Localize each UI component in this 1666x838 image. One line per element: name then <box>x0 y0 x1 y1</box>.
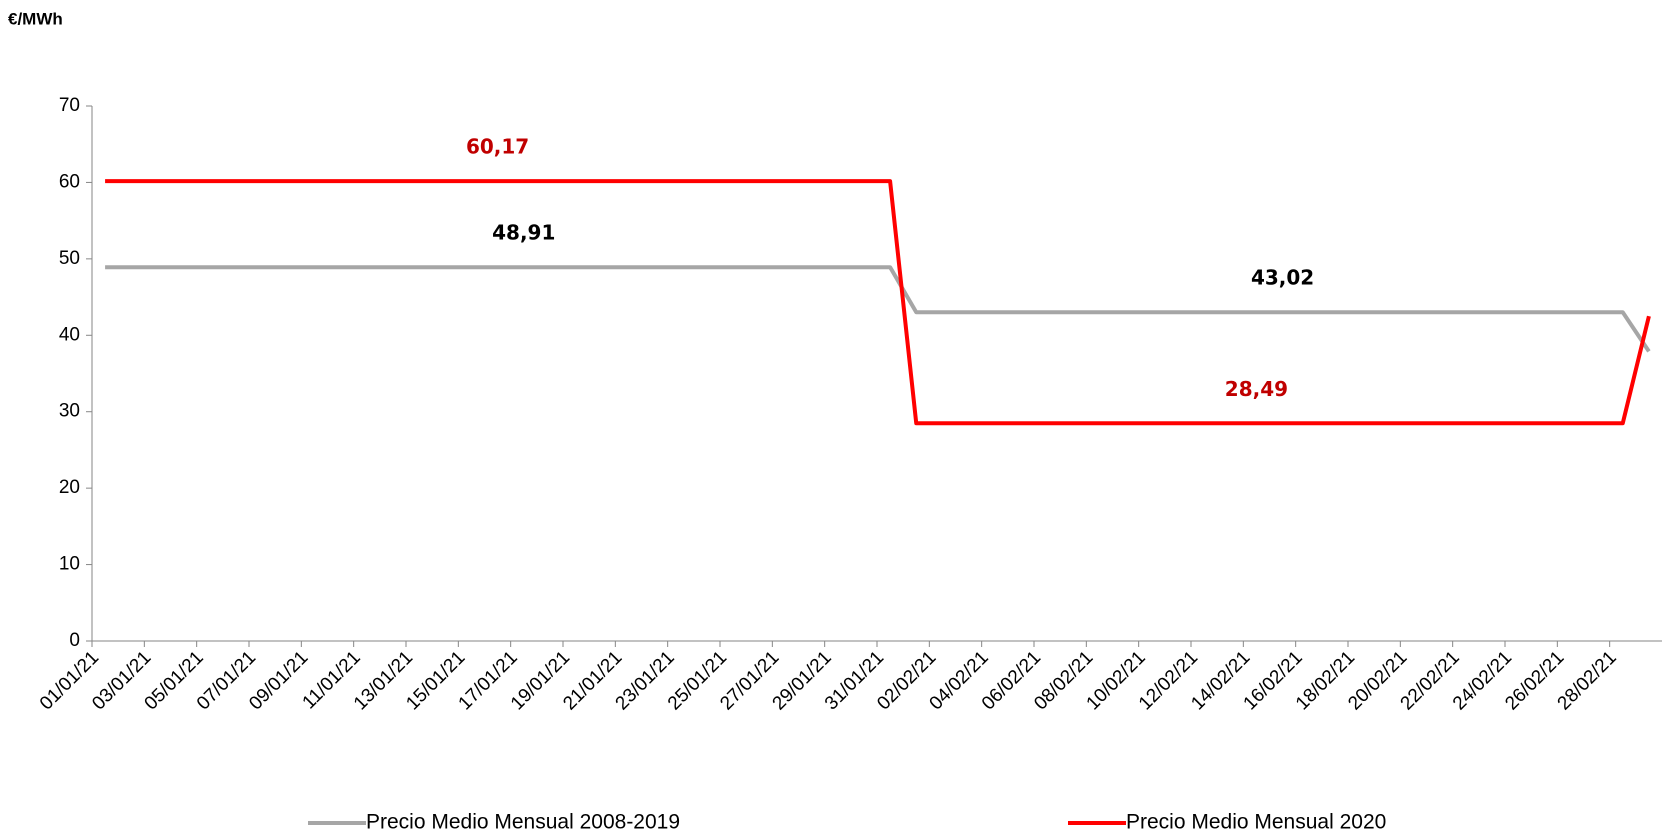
data-label: 28,49 <box>1225 377 1288 401</box>
y-tick-label: 60 <box>59 171 80 192</box>
chart-title: €/MWh <box>8 9 63 28</box>
y-tick-label: 0 <box>69 630 80 651</box>
y-tick-label: 30 <box>59 401 80 422</box>
y-tick-label: 50 <box>59 248 80 269</box>
legend-label: Precio Medio Mensual 2008-2019 <box>366 811 680 834</box>
data-label: 48,91 <box>492 221 555 245</box>
legend-label: Precio Medio Mensual 2020 <box>1126 811 1386 834</box>
x-tick-label: 09/01/21 <box>245 647 312 714</box>
data-label: 60,17 <box>466 135 529 159</box>
y-tick-label: 40 <box>59 324 80 345</box>
y-tick-label: 20 <box>59 477 80 498</box>
x-tick-label: 28/02/21 <box>1554 647 1621 714</box>
y-tick-label: 10 <box>59 554 80 575</box>
series-line <box>105 265 1651 353</box>
data-label: 43,02 <box>1251 266 1314 290</box>
series-line <box>105 179 1651 426</box>
y-tick-label: 70 <box>59 95 80 116</box>
